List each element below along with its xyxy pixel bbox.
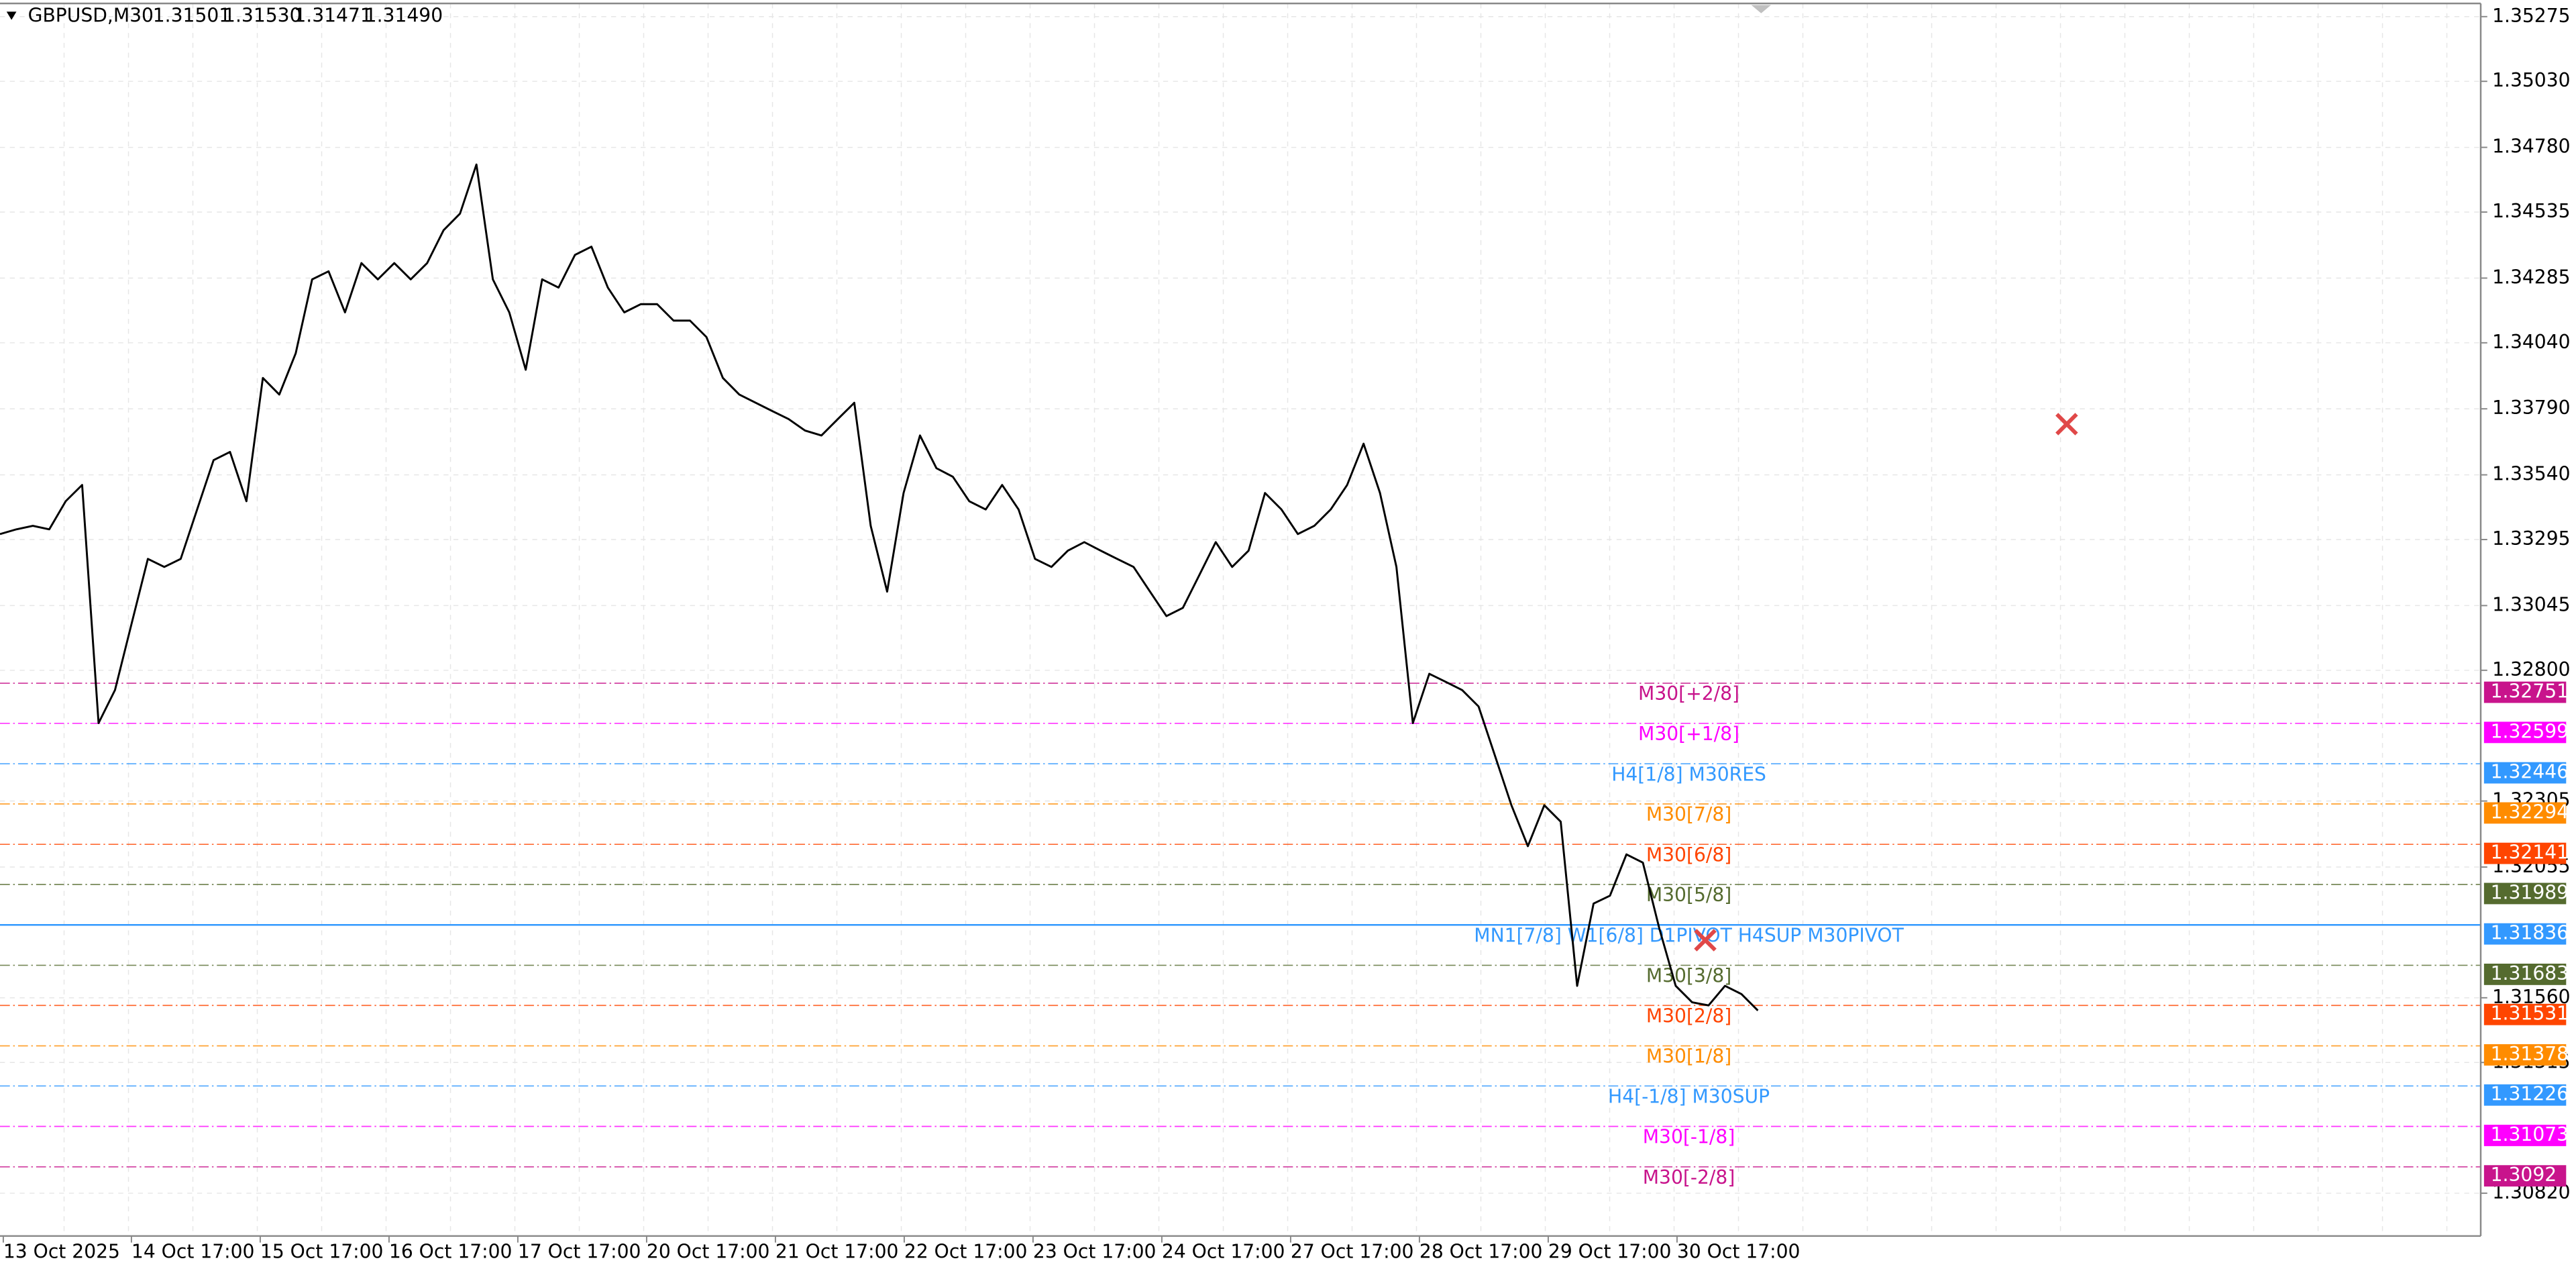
y-tick-label: 1.33790 xyxy=(2492,397,2570,419)
x-tick-label: 20 Oct 17:00 xyxy=(647,1240,770,1262)
y-tick-label: 1.32800 xyxy=(2492,658,2570,680)
y-tick-label: 1.33045 xyxy=(2492,593,2570,615)
level-label: M30[6/8] xyxy=(1646,844,1731,866)
x-tick-label: 13 Oct 2025 xyxy=(3,1240,120,1262)
y-tick-label: 1.35030 xyxy=(2492,69,2570,91)
ohlc-value: 1.31471 xyxy=(294,5,372,27)
level-price-box xyxy=(2483,923,2567,945)
level-price: 1.31531 xyxy=(2491,1003,2569,1025)
level-label: H4[1/8] M30RES xyxy=(1611,763,1766,785)
x-tick-label: 15 Oct 17:00 xyxy=(260,1240,384,1262)
x-tick-label: 28 Oct 17:00 xyxy=(1419,1240,1543,1262)
x-tick-label: 29 Oct 17:00 xyxy=(1548,1240,1672,1262)
level-price: 1.32294 xyxy=(2491,801,2569,823)
y-tick-label: 1.34040 xyxy=(2492,331,2570,353)
y-tick-label: 1.33540 xyxy=(2492,463,2570,485)
level-price: 1.31378 xyxy=(2491,1043,2569,1065)
menu-arrow[interactable] xyxy=(6,11,17,20)
level-price: 1.3092 xyxy=(2491,1164,2557,1186)
y-tick-label: 1.35275 xyxy=(2492,5,2570,27)
x-tick-label: 27 Oct 17:00 xyxy=(1291,1240,1414,1262)
level-price-box xyxy=(2483,681,2567,703)
level-price: 1.31226 xyxy=(2491,1083,2569,1105)
levels: M30[+2/8] M30[+1/8] H4[1/8] M30RES M30[7/8]… xyxy=(0,682,2481,1188)
ohlc-value: 1.31490 xyxy=(365,5,443,27)
level-price-box xyxy=(2483,721,2567,744)
y-tick-label: 1.33295 xyxy=(2492,527,2570,550)
x-tick-label: 17 Oct 17:00 xyxy=(518,1240,641,1262)
level-price: 1.31989 xyxy=(2491,881,2569,903)
level-label: M30[3/8] xyxy=(1646,965,1731,987)
level-price-box xyxy=(2483,762,2567,784)
level-label: M30[-2/8] xyxy=(1643,1166,1735,1188)
x-tick-label: 22 Oct 17:00 xyxy=(904,1240,1028,1262)
level-price-box xyxy=(2483,1084,2567,1106)
level-price-box xyxy=(2483,1165,2567,1187)
level-label: M30[+1/8] xyxy=(1638,723,1739,745)
grid xyxy=(0,3,2481,1236)
level-price-box xyxy=(2483,963,2567,985)
level-price-box xyxy=(2483,842,2567,864)
price xyxy=(0,163,1759,1011)
x-tick-label: 23 Oct 17:00 xyxy=(1033,1240,1157,1262)
y-tick-label: 1.34285 xyxy=(2492,266,2570,288)
level-price-box xyxy=(2483,1003,2567,1025)
level-label: MN1[7/8] W1[6/8] D1PIVOT H4SUP M30PIVOT xyxy=(1474,924,1904,946)
x-tick-label: 24 Oct 17:00 xyxy=(1162,1240,1285,1262)
level-label: M30[-1/8] xyxy=(1643,1126,1735,1148)
level-price: 1.31683 xyxy=(2491,962,2569,984)
level-price: 1.32446 xyxy=(2491,761,2569,783)
y-axis: 1.35275 1.35030 1.34780 1.34535 1.34285 1.340… xyxy=(2480,5,2571,1203)
x-axis: 13 Oct 2025 14 Oct 17:00 15 Oct 17:00 16 Oc… xyxy=(2,1235,1801,1262)
level-price-box xyxy=(2483,882,2567,905)
level-price: 1.32599 xyxy=(2491,720,2569,742)
x-tick-label: 21 Oct 17:00 xyxy=(775,1240,899,1262)
level-price: 1.32751 xyxy=(2491,680,2569,703)
delete-marker[interactable] xyxy=(2055,413,2078,436)
level-price: 1.31073 xyxy=(2491,1123,2569,1146)
level-price-box xyxy=(2483,802,2567,824)
x-tick-label: 16 Oct 17:00 xyxy=(389,1240,513,1262)
level-price: 1.31836 xyxy=(2491,922,2569,944)
level-price-box xyxy=(2483,1125,2567,1146)
level-price-box xyxy=(2483,1044,2567,1066)
delete-marker[interactable] xyxy=(1694,929,1717,952)
level-label: M30[1/8] xyxy=(1646,1046,1731,1068)
level-label: M30[2/8] xyxy=(1646,1005,1731,1027)
x-tick-label: 14 Oct 17:00 xyxy=(131,1240,255,1262)
ohlc-value: 1.31501 xyxy=(153,5,231,27)
level-label: M30[5/8] xyxy=(1646,884,1731,906)
y-tick-label: 1.34780 xyxy=(2492,136,2570,158)
level-price: 1.32141 xyxy=(2491,842,2569,864)
x-tick-label: 30 Oct 17:00 xyxy=(1677,1240,1801,1262)
level-label: H4[-1/8] M30SUP xyxy=(1608,1085,1770,1107)
symbol: GBPUSD,M30 xyxy=(28,5,154,27)
level-label: M30[7/8] xyxy=(1646,803,1731,825)
ohlc-value: 1.31530 xyxy=(223,5,301,27)
level-label: M30[+2/8] xyxy=(1638,682,1739,705)
price-line xyxy=(0,163,1759,1011)
y-tick-label: 1.34535 xyxy=(2492,200,2570,222)
shift-marker xyxy=(1751,5,1771,13)
